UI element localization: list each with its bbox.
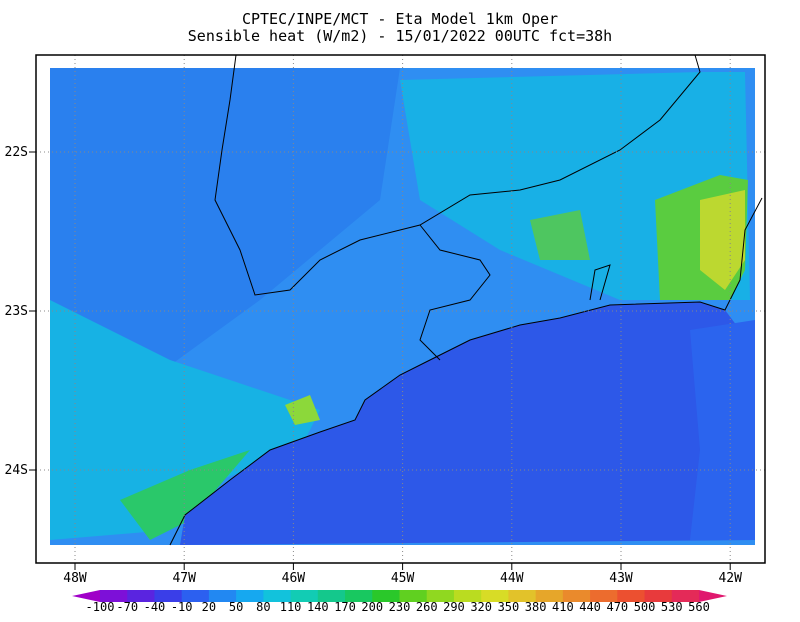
colorbar: -100 -70 -40 -10 20 50 80 110 140 170 200 230 260 290… [72,590,727,614]
colorbar-box [453,590,482,602]
colorbar-label: 560 [688,600,710,614]
colorbar-label: -40 [144,600,166,614]
colorbar-box [562,590,591,602]
colorbar-label: 110 [280,600,302,614]
colorbar-label: 20 [202,600,216,614]
lon-tick-label: 42W [718,571,742,586]
field-patch [50,68,400,420]
colorbar-label: -10 [171,600,193,614]
colorbar-label: 440 [579,600,601,614]
lon-tick-label: 44W [500,571,524,586]
colorbar-box [317,590,346,602]
colorbar-box [208,590,237,602]
lon-tick-label: 48W [63,571,87,586]
field-patch [120,450,250,540]
lon-tick-label: 46W [282,571,306,586]
state-border [419,224,491,361]
title-line: Sensible heat (W/m2) - 15/01/2022 00UTC … [188,27,612,45]
colorbar-box [671,590,700,602]
colorbar-label: 50 [229,600,243,614]
state-border [589,264,611,301]
field-patch [50,300,320,540]
colorbar-label: 230 [389,600,411,614]
ocean [180,302,755,545]
colorbar-box [154,590,183,602]
colorbar-label: 80 [256,600,270,614]
coastline [169,197,763,546]
colorbar-label: 140 [307,600,329,614]
colorbar-box [100,590,128,602]
colorbar-box [290,590,319,602]
lon-tick-label: 47W [172,571,196,586]
state-border [214,54,701,296]
colorbar-arrow [699,590,727,602]
colorbar-box [508,590,537,602]
field-patch [530,210,590,260]
lon-tick-label: 45W [391,571,415,586]
colorbar-label: 500 [634,600,656,614]
colorbar-label: -70 [116,600,138,614]
map-frame [35,54,766,564]
field-patch [285,395,320,425]
colorbar-arrow [72,590,100,602]
colorbar-label: 530 [661,600,683,614]
colorbar-box [426,590,455,602]
colorbar-box [236,590,264,602]
colorbar-label: 320 [470,600,492,614]
colorbar-box [590,590,618,602]
colorbar-box [372,590,400,602]
colorbar-label: 380 [525,600,547,614]
colorbar-box [481,590,509,602]
colorbar-label: 470 [606,600,628,614]
lat-tick-label: 22S [5,145,28,160]
colorbar-label: 260 [416,600,438,614]
graticule: 48W 47W 46W 45W 44W 43W 42W 22S 23S 24S [5,55,765,586]
colorbar-label: 350 [498,600,520,614]
colorbar-label: 290 [443,600,465,614]
colorbar-label: -100 [86,600,115,614]
lon-tick-label: 43W [609,571,633,586]
colorbar-box [399,590,428,602]
colorbar-box [181,590,210,602]
colorbar-label: 410 [552,600,574,614]
colorbar-label: 200 [361,600,383,614]
colorbar-label: 170 [334,600,356,614]
boundaries [169,54,763,546]
colorbar-box [345,590,373,602]
title-line: CPTEC/INPE/MCT - Eta Model 1km Oper [242,10,558,28]
colorbar-box [263,590,292,602]
colorbar-box [535,590,564,602]
lat-tick-label: 24S [5,463,28,478]
colorbar-box [617,590,646,602]
colorbar-box [127,590,155,602]
lat-tick-label: 23S [5,304,28,319]
colorbar-box [644,590,673,602]
ocean-patch [690,320,755,540]
field-patch [700,190,745,290]
